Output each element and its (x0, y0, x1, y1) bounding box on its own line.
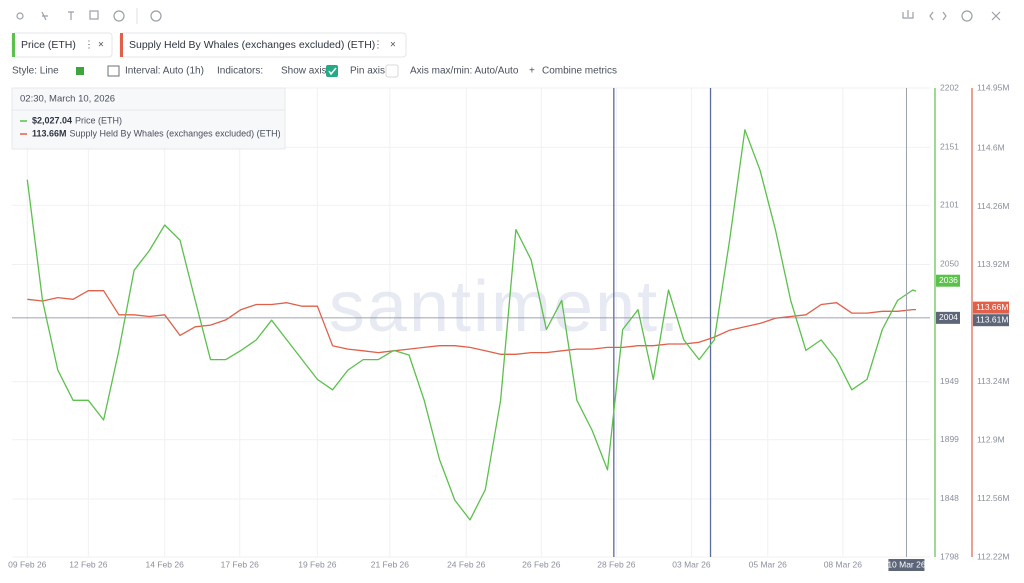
x-tick-label: 09 Feb 26 (8, 559, 47, 569)
x-tick-label: 19 Feb 26 (298, 559, 337, 569)
x-tick-label: 03 Mar 26 (672, 559, 711, 569)
crosshair-date-bg (888, 559, 925, 571)
icon[interactable] (991, 11, 1001, 21)
combine-metrics[interactable]: Combine metrics (542, 66, 617, 77)
x-tick-label: 17 Feb 26 (221, 559, 260, 569)
x-tick-label: 28 Feb 26 (597, 559, 636, 569)
pin-axis-checkbox[interactable] (385, 64, 399, 78)
tab-label: Supply Held By Whales (exchanges exclude… (129, 39, 375, 51)
y2-tick-label: 114.95M (977, 82, 1009, 92)
tab-close[interactable]: × (390, 40, 396, 51)
y-tick-label: 1899 (940, 434, 959, 444)
y2-tick-label: 112.56M (977, 493, 1009, 503)
x-tick-label: 26 Feb 26 (522, 559, 561, 569)
icon[interactable] (89, 10, 99, 20)
y2-tick-label: 114.6M (977, 142, 1005, 152)
x-tick-label: 24 Feb 26 (447, 559, 486, 569)
y2-tick-label: 113.92M (977, 259, 1009, 269)
tab-menu[interactable]: ⋮ (373, 40, 383, 51)
x-tick-label: 05 Mar 26 (749, 559, 788, 569)
tab-label: Price (ETH) (21, 39, 76, 51)
crosshair-price-tag: 2004 (939, 312, 958, 322)
icon[interactable] (16, 12, 24, 20)
plus: + (529, 66, 535, 77)
tab-close[interactable]: × (98, 40, 104, 51)
x-tick-label: 21 Feb 26 (371, 559, 410, 569)
last-whales-tag: 113.66M (976, 302, 1008, 312)
tab-color (120, 33, 123, 57)
x-tick-label: 12 Feb 26 (69, 559, 108, 569)
icon[interactable] (113, 10, 125, 22)
show-axis-checkbox[interactable] (326, 65, 338, 77)
icon[interactable] (68, 11, 74, 20)
tooltip-name: Supply Held By Whales (exchanges exclude… (70, 128, 281, 138)
crosshair-price-tag-bg (936, 311, 960, 324)
icon[interactable] (41, 11, 48, 21)
check (328, 67, 337, 76)
y-tick-label: 2101 (940, 200, 959, 210)
top-icons (16, 8, 1001, 24)
tooltip-date: 02:30, March 10, 2026 (20, 94, 115, 105)
icon[interactable] (929, 11, 947, 21)
tooltip-box (11, 87, 286, 150)
icon[interactable] (902, 10, 914, 19)
crosshair-whales-tag-bg (973, 314, 1009, 327)
crosshair-whales-tag: 113.61M (976, 314, 1008, 324)
y-tick-label: 1798 (940, 551, 959, 561)
last-price-tag: 2036 (939, 275, 958, 285)
watermark: santiment. (329, 267, 681, 347)
axis-minmax-select[interactable]: Axis max/min: Auto/Auto (410, 66, 519, 77)
y2-tick-label: 112.9M (977, 434, 1005, 444)
x-tick-label: 14 Feb 26 (146, 559, 185, 569)
last-price-tag-bg (936, 274, 960, 287)
plot: santiment. 1798 1848 1899 1949 2050 2101 2151 22… (8, 82, 1009, 571)
show-axis-label: Show axis (281, 66, 327, 77)
metric-tabs: Price (ETH) ⋮ × Supply Held By Whales (e… (11, 32, 407, 58)
tooltip-value: $2,027.04 (32, 115, 72, 125)
pin-axis-label: Pin axis (350, 66, 385, 77)
icon[interactable] (961, 10, 973, 22)
y-tick-label: 2050 (940, 259, 959, 269)
y-tick-label: 2151 (940, 141, 959, 151)
y-tick-label: 1848 (940, 493, 959, 503)
icon (107, 65, 120, 77)
interval-select[interactable]: Interval: Auto (1h) (125, 66, 204, 77)
y2-tick-label: 113.24M (977, 376, 1009, 386)
y2-tick-label: 114.26M (977, 201, 1009, 211)
tab-menu[interactable]: ⋮ (84, 40, 94, 51)
series-line (26, 129, 917, 521)
y2-tick-label: 112.22M (977, 551, 1009, 561)
crosshair-date: 10 Mar 26 (887, 559, 926, 569)
controls: Style: Line Interval: Auto (1h) Indicato… (12, 64, 617, 78)
y-tick-label: 1949 (940, 376, 959, 386)
indicators-select[interactable]: Indicators: (217, 66, 263, 77)
tooltip-name: Price (ETH) (75, 115, 122, 125)
icon[interactable] (150, 10, 162, 22)
x-tick-label: 08 Mar 26 (824, 559, 863, 569)
color-select[interactable] (76, 67, 84, 75)
tab-color (12, 33, 15, 57)
style-select[interactable]: Style: Line (12, 66, 59, 77)
y-tick-label: 2202 (940, 82, 959, 92)
tooltip-value: 113.66M (32, 128, 67, 138)
last-whales-tag-bg (973, 301, 1009, 314)
